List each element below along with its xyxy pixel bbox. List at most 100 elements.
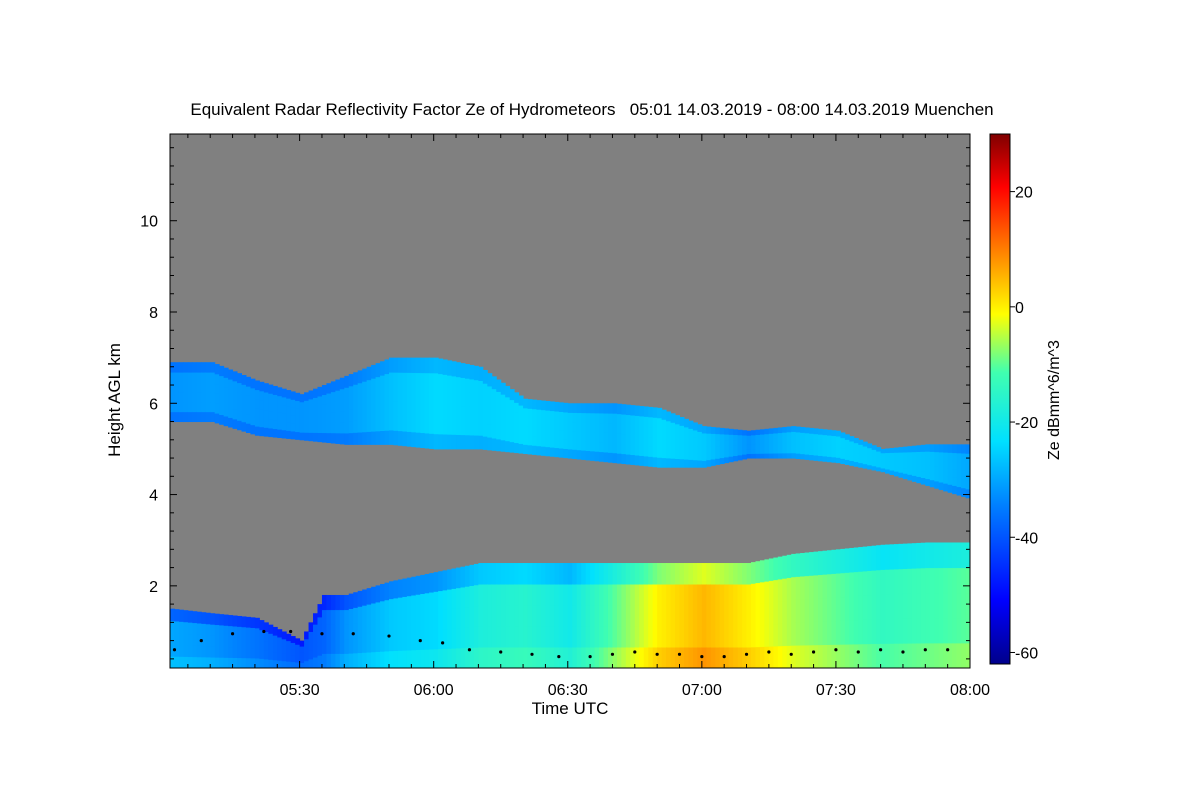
lower-precip-cell	[232, 636, 238, 648]
lower-precip-cell	[889, 569, 895, 595]
upper-cloud-cell	[527, 444, 533, 455]
upper-cloud-cell	[308, 432, 314, 442]
upper-cloud-cell	[196, 372, 202, 383]
upper-cloud-cell	[388, 372, 394, 388]
lower-precip-cell	[523, 563, 529, 585]
upper-cloud-cell	[831, 446, 837, 453]
upper-cloud-cell	[245, 376, 251, 387]
lower-precip-cell	[692, 563, 698, 585]
lower-precip-cell	[576, 584, 582, 606]
lower-precip-cell	[201, 612, 207, 624]
upper-cloud-cell	[786, 437, 792, 443]
upper-cloud-cell	[567, 403, 573, 413]
upper-cloud-cell	[943, 483, 949, 492]
lower-precip-cell	[607, 605, 613, 627]
lower-precip-cell	[876, 545, 882, 571]
upper-cloud-cell	[809, 433, 815, 440]
lower-precip-cell	[514, 605, 520, 627]
lower-precip-cell	[442, 628, 448, 649]
upper-cloud-cell	[219, 385, 225, 396]
upper-cloud-cell	[840, 453, 846, 459]
upper-cloud-cell	[657, 447, 663, 458]
upper-cloud-cell	[876, 466, 882, 472]
lower-precip-cell	[277, 644, 283, 653]
upper-cloud-cell	[858, 453, 864, 459]
upper-cloud-cell	[456, 405, 462, 421]
upper-cloud-cell	[710, 452, 716, 460]
lower-precip-cell	[956, 617, 962, 644]
upper-cloud-cell	[661, 409, 667, 420]
lower-precip-cell	[961, 592, 967, 619]
upper-cloud-cell	[366, 392, 372, 407]
lower-precip-cell	[357, 637, 363, 654]
upper-cloud-cell	[348, 409, 354, 422]
upper-cloud-cell	[482, 422, 488, 437]
lower-precip-cell	[925, 642, 931, 668]
lower-precip-cell	[746, 584, 752, 606]
lower-precip-cell	[272, 635, 278, 644]
upper-cloud-cell	[625, 434, 631, 445]
lower-precip-cell	[371, 651, 377, 668]
colorbar-tick-label: 20	[1015, 185, 1033, 202]
lower-precip-cell	[286, 633, 292, 642]
lower-precip-cell	[965, 567, 970, 594]
lower-precip-cell	[822, 597, 828, 622]
lower-precip-cell	[464, 627, 470, 649]
upper-cloud-cell	[464, 434, 470, 450]
lower-precip-cell	[742, 584, 748, 606]
lower-precip-cell	[205, 623, 211, 636]
upper-cloud-cell	[232, 409, 238, 420]
lower-precip-cell	[607, 563, 613, 585]
upper-cloud-cell	[952, 460, 958, 470]
upper-cloud-cell	[210, 381, 216, 393]
lower-precip-cell	[268, 659, 274, 668]
lower-precip-cell	[473, 563, 479, 586]
upper-cloud-cell	[380, 416, 386, 432]
lower-precip-cell	[532, 605, 537, 627]
lower-precip-cell	[424, 630, 430, 650]
upper-cloud-cell	[643, 455, 649, 467]
lower-precip-cell	[250, 617, 256, 628]
lower-precip-cell	[429, 649, 435, 668]
lower-precip-cell	[853, 547, 859, 573]
upper-cloud-cell	[853, 437, 859, 444]
upper-cloud-cell	[286, 406, 292, 415]
upper-cloud-cell	[728, 439, 734, 446]
upper-cloud-cell	[625, 414, 631, 425]
upper-cloud-cell	[920, 470, 926, 479]
upper-cloud-cell	[210, 411, 216, 423]
upper-cloud-cell	[536, 400, 542, 410]
upper-cloud-cell	[384, 373, 390, 389]
lower-precip-cell	[661, 626, 667, 648]
lower-precip-cell	[415, 631, 421, 651]
upper-cloud-cell	[759, 453, 765, 459]
upper-cloud-cell	[433, 433, 439, 450]
upper-cloud-cell	[818, 455, 824, 462]
lower-precip-cell	[844, 596, 850, 621]
upper-cloud-cell	[196, 381, 202, 393]
upper-cloud-cell	[549, 428, 555, 439]
upper-cloud-cell	[536, 427, 542, 438]
upper-cloud-cell	[862, 454, 868, 460]
upper-cloud-cell	[661, 448, 667, 459]
upper-cloud-cell	[947, 484, 953, 493]
lower-precip-cell	[943, 592, 949, 619]
lower-precip-cell	[943, 617, 949, 644]
upper-cloud-cell	[795, 442, 801, 449]
lower-precip-cell	[295, 650, 301, 657]
lower-precip-cell	[849, 619, 855, 645]
upper-cloud-cell	[205, 411, 211, 423]
upper-cloud-cell	[393, 386, 399, 402]
upper-cloud-cell	[491, 401, 497, 414]
lower-precip-cell	[840, 572, 846, 598]
upper-cloud-cell	[344, 432, 350, 445]
upper-cloud-cell	[902, 457, 908, 464]
upper-cloud-cell	[920, 444, 926, 452]
lower-precip-cell	[402, 578, 408, 597]
lower-precip-cell	[634, 626, 640, 648]
upper-cloud-cell	[934, 458, 940, 467]
upper-cloud-cell	[205, 401, 211, 413]
upper-cloud-cell	[911, 445, 917, 453]
cloud-base-markers	[172, 629, 950, 659]
upper-cloud-cell	[835, 451, 841, 458]
